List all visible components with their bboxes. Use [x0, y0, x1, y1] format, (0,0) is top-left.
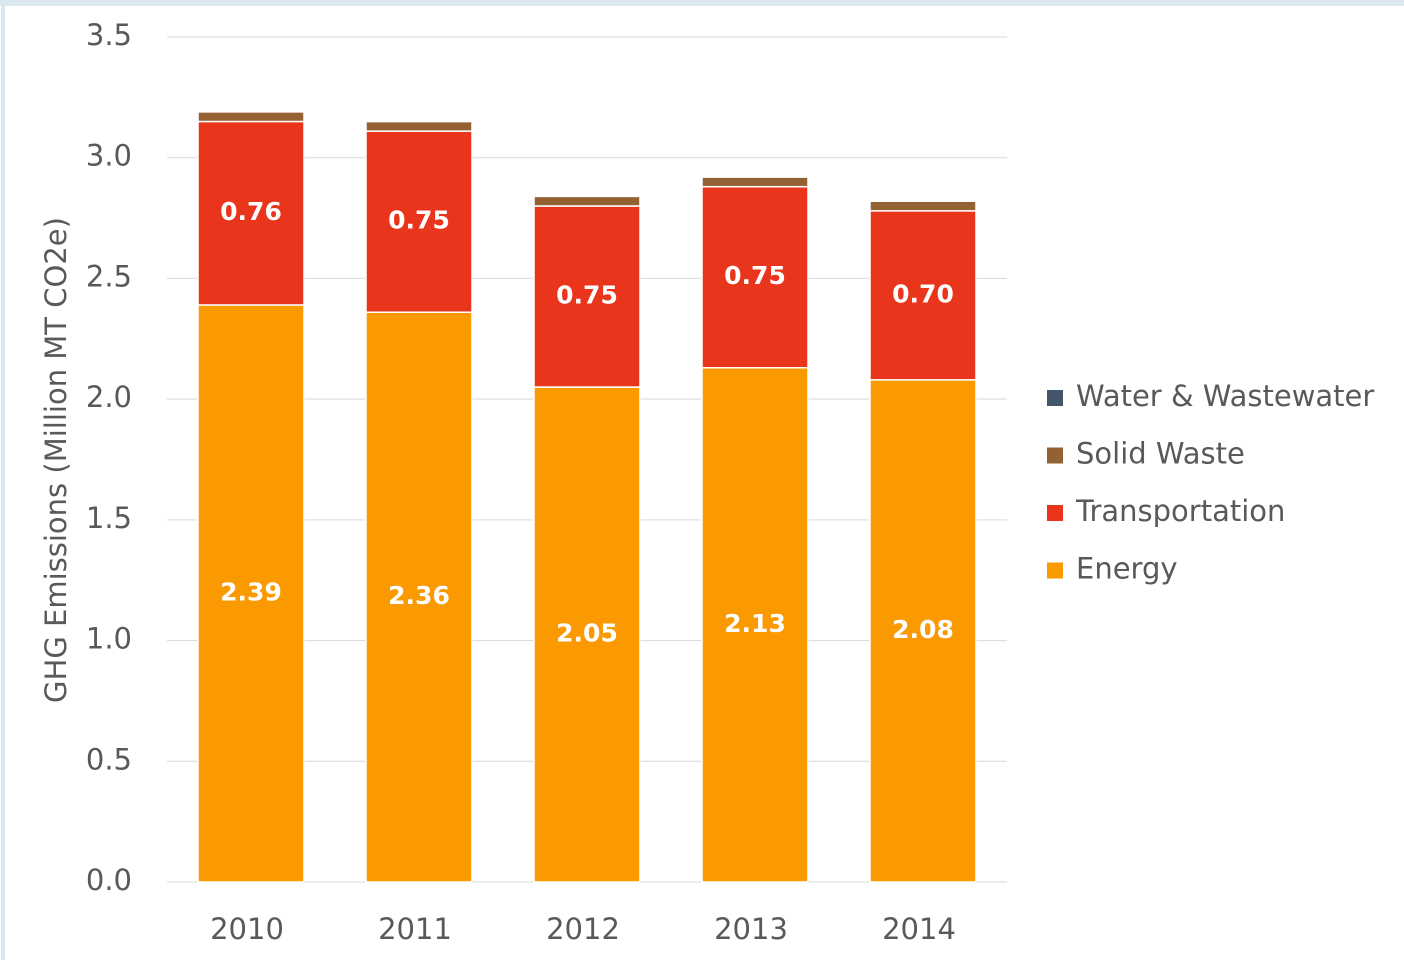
bar-segment	[869, 379, 977, 883]
legend-swatch	[1047, 505, 1063, 521]
y-tick-label: 1.0	[86, 622, 132, 656]
bar-segment	[869, 210, 977, 381]
y-tick-label: 3.0	[86, 139, 132, 173]
legend-label: Transportation	[1075, 494, 1285, 528]
bar-segment	[701, 367, 809, 883]
data-label: 2.13	[724, 609, 786, 638]
bar-segment	[701, 185, 809, 369]
bar-segment	[197, 304, 305, 883]
legend-swatch	[1047, 562, 1063, 579]
bar-segment	[197, 120, 305, 306]
data-label: 2.08	[892, 615, 954, 644]
y-tick-label: 0.0	[86, 863, 132, 897]
data-label: 2.39	[220, 577, 282, 606]
y-tick-label: 0.5	[86, 742, 132, 776]
bar-segment	[365, 130, 473, 313]
data-label: 2.05	[556, 619, 618, 648]
data-label: 0.75	[556, 281, 618, 310]
x-tick-label: 2013	[714, 912, 788, 946]
x-tick-label: 2011	[378, 912, 452, 946]
legend-label: Solid Waste	[1076, 437, 1245, 471]
y-tick-label: 2.0	[86, 380, 132, 414]
data-label: 0.75	[388, 206, 450, 235]
bar-segment	[365, 120, 473, 132]
y-tick-label: 2.5	[86, 259, 132, 293]
legend-swatch	[1047, 390, 1063, 406]
bar-segment	[701, 176, 809, 188]
y-axis-title: GHG Emissions (Million MT CO2e)	[39, 217, 73, 703]
data-label: 0.75	[724, 261, 786, 290]
bar-segment	[869, 200, 977, 212]
legend-swatch	[1047, 447, 1063, 464]
bar-segment	[533, 195, 641, 207]
legend-label: Water & Wastewater	[1076, 379, 1374, 413]
data-label: 0.70	[892, 279, 954, 308]
data-label: 2.36	[388, 581, 450, 610]
x-tick-label: 2010	[210, 912, 284, 946]
bar-segment	[197, 111, 305, 123]
bar-segment	[365, 311, 473, 883]
y-tick-label: 3.5	[86, 18, 132, 52]
bar-segment	[533, 386, 641, 883]
x-tick-label: 2014	[882, 912, 956, 946]
x-tick-label: 2012	[546, 912, 620, 946]
y-tick-label: 1.5	[86, 501, 132, 535]
legend-label: Energy	[1076, 552, 1178, 586]
bar-segment	[533, 205, 641, 388]
data-label: 0.76	[220, 197, 282, 226]
